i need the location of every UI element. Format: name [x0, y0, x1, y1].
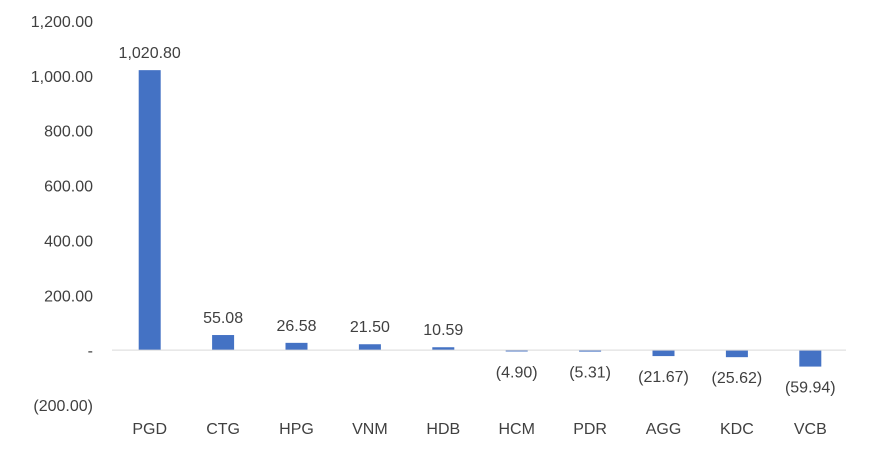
x-tick-label: VNM: [352, 421, 388, 438]
data-label: 21.50: [350, 319, 390, 336]
x-tick-label: PGD: [132, 421, 167, 438]
data-label: (25.62): [712, 370, 763, 387]
data-label: 1,020.80: [119, 45, 181, 62]
bar-kdc: [725, 350, 748, 358]
data-label: 26.58: [276, 318, 316, 335]
x-tick-label: HDB: [426, 421, 460, 438]
x-tick-label: HPG: [279, 421, 314, 438]
data-label: 55.08: [203, 310, 243, 327]
x-tick-label: AGG: [646, 421, 682, 438]
y-tick-label: 1,000.00: [31, 69, 93, 86]
x-tick-label: PDR: [573, 421, 607, 438]
y-tick-label: 1,200.00: [31, 14, 93, 31]
bar-hpg: [285, 342, 308, 351]
y-tick-label: -: [88, 343, 93, 360]
data-label: 10.59: [423, 322, 463, 339]
data-label: (4.90): [496, 364, 538, 381]
bar-hcm: [505, 350, 528, 352]
x-tick-label: KDC: [720, 421, 754, 438]
x-tick-label: VCB: [794, 421, 827, 438]
y-tick-label: (200.00): [33, 398, 93, 415]
bar-ctg: [212, 335, 235, 351]
y-tick-label: 600.00: [44, 179, 93, 196]
bar-hdb: [432, 347, 455, 351]
data-label: (5.31): [569, 365, 611, 382]
bar-pgd: [138, 70, 161, 351]
y-tick-label: 800.00: [44, 124, 93, 141]
bar-pdr: [579, 350, 602, 352]
y-tick-label: 400.00: [44, 233, 93, 250]
bar-vcb: [799, 350, 822, 367]
bar-vnm: [358, 344, 381, 351]
bar-agg: [652, 350, 675, 357]
x-tick-label: HCM: [498, 421, 534, 438]
data-label: (59.94): [785, 380, 836, 397]
x-tick-label: CTG: [206, 421, 240, 438]
y-tick-label: 200.00: [44, 288, 93, 305]
data-label: (21.67): [638, 369, 689, 386]
